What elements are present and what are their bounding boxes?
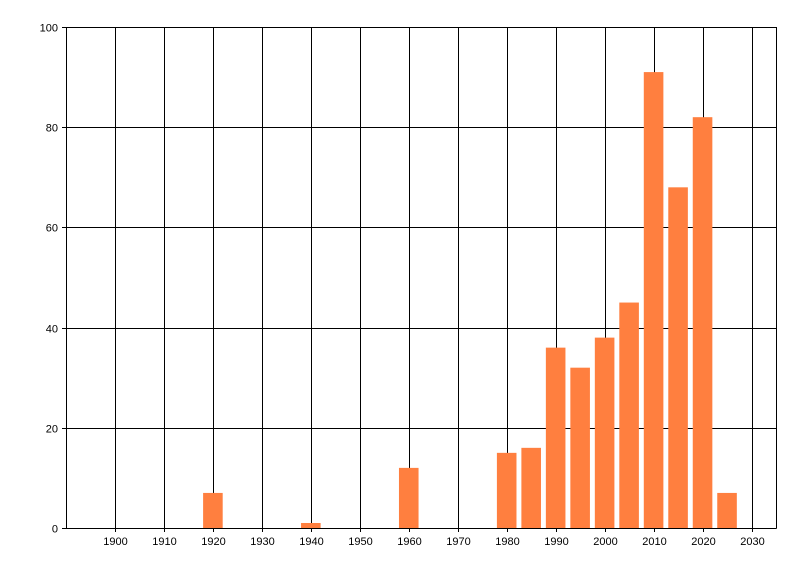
bar-2025	[717, 492, 737, 528]
x-tick-label: 2020	[691, 536, 715, 548]
bar-2000	[594, 337, 615, 528]
y-tick-label: 0	[52, 524, 58, 536]
bar-1940	[301, 522, 321, 528]
y-tick-label: 100	[40, 23, 58, 35]
x-tick-label: 1980	[495, 536, 519, 548]
y-tick-label: 20	[46, 424, 58, 436]
bar-1995	[570, 367, 590, 528]
bar-1985	[521, 447, 541, 528]
axes	[62, 27, 777, 529]
bar-1980	[496, 452, 517, 528]
x-tick-label: 1990	[544, 536, 568, 548]
bar-2020	[692, 117, 713, 529]
x-tick-label: 2000	[593, 536, 617, 548]
bars	[203, 72, 737, 529]
bar-1990	[545, 347, 566, 528]
bar-2015	[668, 187, 688, 528]
x-tick-label: 1900	[103, 536, 127, 548]
x-tick-label: 1920	[201, 536, 225, 548]
bar-2005	[619, 302, 639, 528]
x-tick-label: 2010	[642, 536, 666, 548]
y-tick-label: 80	[46, 123, 58, 135]
x-tick-label: 1970	[446, 536, 470, 548]
bar-1920	[203, 492, 223, 528]
x-tick-label: 1960	[397, 536, 421, 548]
y-tick-label: 40	[46, 324, 58, 336]
tick-labels: 0 20 40 60 80 100 1900 1910 1920 1930 1940 1950 1960…	[40, 23, 765, 549]
x-tick-label: 1930	[250, 536, 274, 548]
x-tick-label: 2030	[740, 536, 764, 548]
bar-1960	[398, 467, 419, 528]
x-tick-label: 1910	[152, 536, 176, 548]
y-tick-label: 60	[46, 223, 58, 235]
x-tick-label: 1940	[299, 536, 323, 548]
bar-2010	[643, 72, 664, 528]
x-tick-label: 1950	[348, 536, 372, 548]
